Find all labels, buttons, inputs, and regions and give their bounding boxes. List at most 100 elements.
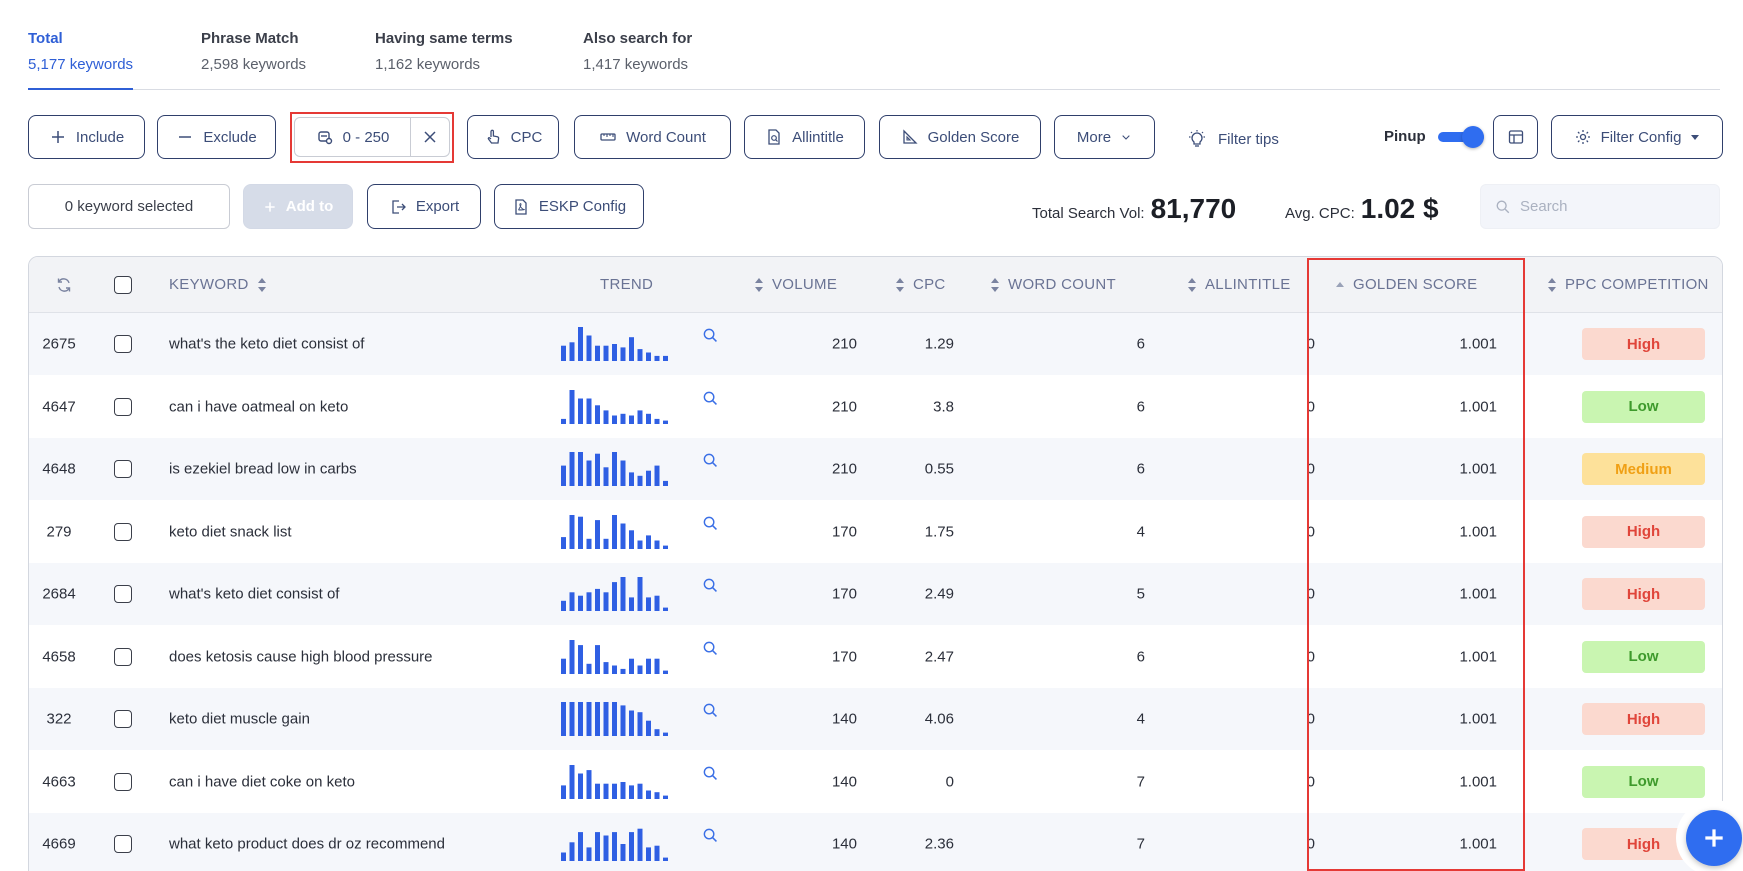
filter-tips-label: Filter tips xyxy=(1218,130,1279,148)
row-checkbox[interactable] xyxy=(114,647,132,666)
eskp-config-button[interactable]: ESKP Config xyxy=(494,184,644,229)
word-count-value: 4 xyxy=(1136,523,1145,540)
select-all-checkbox[interactable] xyxy=(114,276,132,294)
export-button[interactable]: Export xyxy=(367,184,481,229)
clear-range-button[interactable] xyxy=(410,117,450,157)
trend-bar xyxy=(637,349,643,361)
row-checkbox[interactable] xyxy=(114,460,132,478)
trend-search-icon[interactable] xyxy=(702,702,719,719)
trend-bar xyxy=(654,595,660,611)
refresh-icon[interactable] xyxy=(55,276,73,294)
trend-bar xyxy=(586,335,592,361)
cpc-value: 4.06 xyxy=(924,710,954,728)
more-filters-button[interactable]: More xyxy=(1054,115,1155,159)
golden-score-filter-button[interactable]: Golden Score xyxy=(879,115,1041,159)
trend-bar xyxy=(654,729,660,736)
row-index: 4648 xyxy=(42,460,76,478)
trend-bar xyxy=(654,355,660,361)
trend-search-icon[interactable] xyxy=(702,515,719,532)
cpc-filter-button[interactable]: CPC xyxy=(467,115,559,159)
add-to-button[interactable]: Add to xyxy=(243,184,353,229)
row-checkbox[interactable] xyxy=(114,522,132,541)
table-row[interactable]: 279 keto diet snack list 170 1.75 4 0 1.… xyxy=(29,501,1722,563)
add-floating-button[interactable] xyxy=(1686,810,1742,866)
keyword-text: can i have oatmeal on keto xyxy=(169,398,349,415)
row-checkbox[interactable] xyxy=(114,710,132,728)
table-row[interactable]: 4663 can i have diet coke on keto 140 0 … xyxy=(29,751,1722,813)
eskp-config-label: ESKP Config xyxy=(538,198,627,215)
table-row[interactable]: 322 keto diet muscle gain 140 4.06 4 0 1… xyxy=(29,688,1722,750)
trend-sparkline xyxy=(561,514,668,549)
trend-search-icon[interactable] xyxy=(702,827,719,844)
trend-search-icon[interactable] xyxy=(702,390,719,407)
add-to-label: Add to xyxy=(285,198,334,215)
chevron-down-icon xyxy=(1122,135,1130,140)
competition-badge: High xyxy=(1582,703,1705,735)
competition-badge: High xyxy=(1582,515,1705,548)
column-volume[interactable]: VOLUME xyxy=(754,276,837,293)
trend-search-icon[interactable] xyxy=(702,640,719,657)
search-input[interactable] xyxy=(1520,198,1700,215)
include-filter-button[interactable]: Include xyxy=(28,115,145,159)
allintitle-filter-button[interactable]: Allintitle xyxy=(744,115,865,159)
word-count-filter-button[interactable]: Word Count xyxy=(574,115,731,159)
volume-value: 210 xyxy=(831,398,857,415)
exclude-filter-button[interactable]: Exclude xyxy=(157,115,276,159)
column-cpc[interactable]: CPC xyxy=(895,276,946,293)
tab-having-same-terms[interactable]: Having same terms 1,162 keywords xyxy=(375,30,513,73)
trend-search-icon[interactable] xyxy=(702,765,719,782)
row-checkbox[interactable] xyxy=(114,585,132,603)
trend-bar xyxy=(561,345,566,361)
column-ppc-competition[interactable]: PPC COMPETITION xyxy=(1547,276,1709,293)
trend-bar xyxy=(620,844,626,861)
tab-also-search-for[interactable]: Also search for 1,417 keywords xyxy=(583,30,692,73)
keyword-search[interactable] xyxy=(1480,184,1720,229)
pinup-toggle[interactable] xyxy=(1438,126,1484,148)
volume-range-filter[interactable]: 0 - 250 xyxy=(294,117,411,157)
cpc-value: 1.75 xyxy=(924,523,954,540)
row-checkbox[interactable] xyxy=(114,772,132,791)
table-row[interactable]: 4647 can i have oatmeal on keto 210 3.8 … xyxy=(29,376,1722,438)
allintitle-value: 0 xyxy=(1306,335,1315,353)
keyword-text: what's the keto diet consist of xyxy=(169,335,365,353)
column-layout-button[interactable] xyxy=(1493,115,1538,159)
trend-bar xyxy=(663,607,668,611)
trend-bar xyxy=(612,514,617,549)
trend-search-icon[interactable] xyxy=(702,327,719,344)
table-row[interactable]: 4648 is ezekiel bread low in carbs 210 0… xyxy=(29,438,1722,500)
include-label: Include xyxy=(75,128,125,146)
trend-bar xyxy=(595,345,600,361)
keyword-text: is ezekiel bread low in carbs xyxy=(169,460,357,478)
table-row[interactable]: 2675 what's the keto diet consist of 210… xyxy=(29,313,1722,375)
filter-config-button[interactable]: Filter Config xyxy=(1551,115,1723,159)
column-golden-score[interactable]: GOLDEN SCORE xyxy=(1335,276,1477,293)
column-allintitle[interactable]: ALLINTITLE xyxy=(1187,276,1291,293)
minus-icon xyxy=(179,136,192,138)
trend-bar xyxy=(569,639,575,674)
table-row[interactable]: 4658 does ketosis cause high blood press… xyxy=(29,626,1722,688)
tab-phrase-match[interactable]: Phrase Match 2,598 keywords xyxy=(201,30,306,73)
table-row[interactable]: 2684 what's keto diet consist of 170 2.4… xyxy=(29,563,1722,625)
table-row[interactable]: 4669 what keto product does dr oz recomm… xyxy=(29,813,1722,871)
column-word-count[interactable]: WORD COUNT xyxy=(990,276,1116,293)
result-tabs: Total 5,177 keywords Phrase Match 2,598 … xyxy=(28,30,1720,90)
column-label: CPC xyxy=(913,276,946,293)
caret-down-icon xyxy=(1691,135,1700,140)
trend-bar xyxy=(620,347,626,361)
golden-score-value: 1.001 xyxy=(1459,710,1497,728)
column-keyword[interactable]: KEYWORD xyxy=(169,276,267,293)
row-checkbox[interactable] xyxy=(114,835,132,853)
sort-icon xyxy=(754,277,764,292)
row-checkbox[interactable] xyxy=(114,335,132,353)
trend-bar xyxy=(654,658,660,674)
plus-icon xyxy=(51,131,64,143)
trend-search-icon[interactable] xyxy=(702,577,719,594)
row-checkbox[interactable] xyxy=(114,397,132,416)
trend-bar xyxy=(637,783,643,799)
column-label: PPC COMPETITION xyxy=(1565,276,1709,293)
competition-badge: High xyxy=(1582,328,1705,360)
trend-search-icon[interactable] xyxy=(702,452,719,469)
filter-tips-link[interactable]: Filter tips xyxy=(1186,128,1279,150)
tab-total[interactable]: Total 5,177 keywords xyxy=(28,30,134,90)
allintitle-value: 0 xyxy=(1306,523,1315,540)
